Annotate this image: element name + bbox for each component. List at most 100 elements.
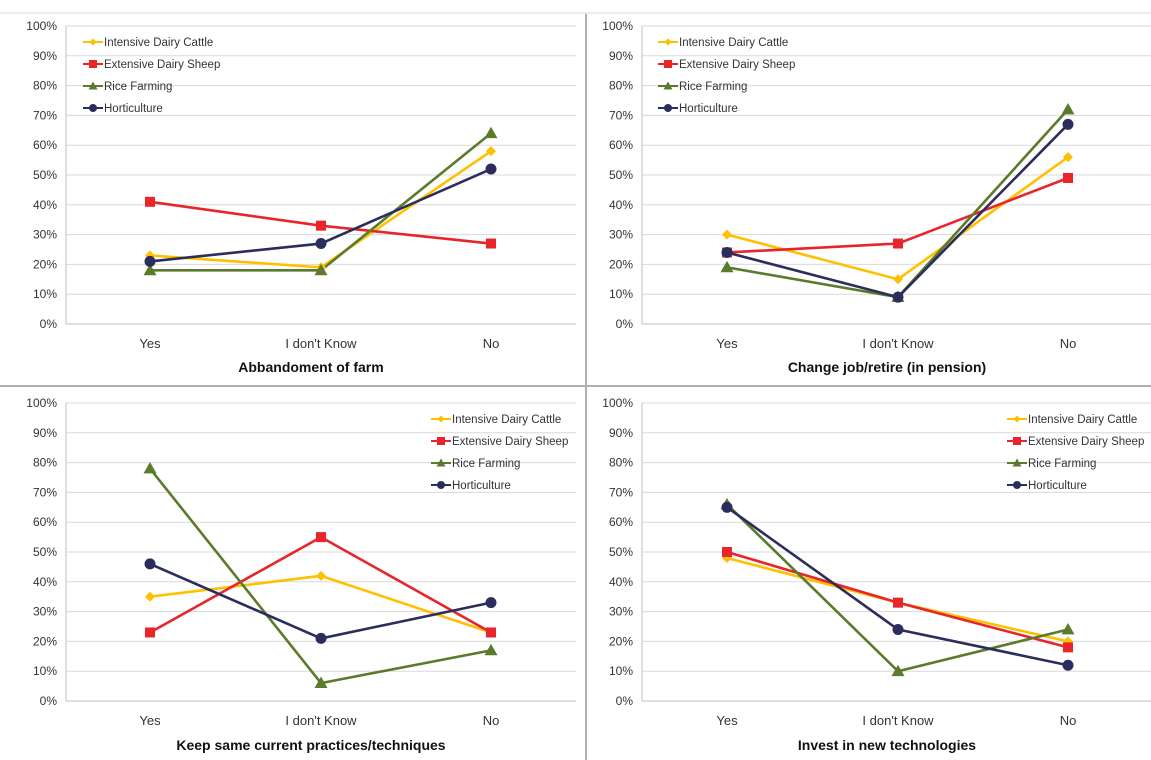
y-tick-label: 60% — [609, 138, 633, 152]
legend-marker-rice-farming — [436, 458, 446, 467]
y-tick-label: 10% — [609, 287, 633, 301]
legend-label-extensive-dairy-sheep: Extensive Dairy Sheep — [1028, 436, 1144, 448]
data-point-extensive-dairy-sheep — [486, 627, 496, 638]
data-point-rice-farming — [484, 126, 498, 139]
x-tick-label: No — [483, 713, 500, 728]
legend-marker-extensive-dairy-sheep — [437, 437, 445, 445]
y-tick-label: 20% — [33, 257, 57, 271]
data-point-extensive-dairy-sheep — [316, 532, 326, 543]
chart-title: Keep same current practices/techniques — [176, 737, 445, 753]
data-point-intensive-dairy-cattle — [145, 591, 155, 602]
legend-marker-rice-farming — [1012, 458, 1022, 467]
data-point-rice-farming — [314, 263, 328, 276]
data-point-intensive-dairy-cattle — [722, 229, 732, 240]
y-tick-label: 30% — [609, 228, 633, 242]
data-point-rice-farming — [891, 664, 905, 677]
legend-marker-intensive-dairy-cattle — [89, 38, 97, 46]
y-tick-label: 90% — [609, 49, 633, 63]
legend-marker-horticulture — [89, 104, 97, 112]
data-point-extensive-dairy-sheep — [316, 220, 326, 231]
x-tick-label: Yes — [139, 336, 161, 351]
data-point-extensive-dairy-sheep — [1063, 642, 1073, 653]
chart-panel-3: 0% 10% 20% 30% 40% 50% 60% 70% 80% 90% 100% Yes I do… — [26, 396, 576, 753]
y-tick-label: 80% — [33, 79, 57, 93]
legend-marker-intensive-dairy-cattle — [1013, 415, 1021, 423]
x-tick-label: I don't Know — [285, 336, 357, 351]
y-tick-label: 20% — [609, 634, 633, 648]
y-tick-label: 50% — [609, 168, 633, 182]
series-line-rice-farming — [725, 503, 1070, 673]
chart-title: Abbandoment of farm — [238, 359, 383, 375]
y-tick-label: 10% — [33, 287, 57, 301]
legend-label-rice-farming: Rice Farming — [1028, 458, 1096, 470]
data-point-extensive-dairy-sheep — [893, 597, 903, 608]
data-point-rice-farming — [143, 263, 157, 276]
y-tick-label: 20% — [609, 257, 633, 271]
x-tick-label: No — [1060, 336, 1077, 351]
data-point-horticulture — [144, 558, 156, 570]
y-tick-label: 60% — [33, 515, 57, 529]
chart-panel-2: 0% 10% 20% 30% 40% 50% 60% 70% 80% 90% 100% Yes I do… — [602, 19, 1151, 375]
legend: Intensive Dairy Cattle Extensive Dairy Sh… — [83, 37, 220, 115]
legend-label-extensive-dairy-sheep: Extensive Dairy Sheep — [452, 436, 568, 448]
y-tick-label: 30% — [33, 605, 57, 619]
data-point-horticulture — [1062, 659, 1074, 671]
legend: Intensive Dairy Cattle Extensive Dairy Sh… — [1007, 414, 1144, 492]
y-tick-label: 90% — [33, 426, 57, 440]
data-point-horticulture — [892, 291, 904, 303]
data-point-extensive-dairy-sheep — [1063, 172, 1073, 183]
legend-label-rice-farming: Rice Farming — [104, 81, 172, 93]
y-tick-label: 100% — [602, 19, 633, 33]
data-point-extensive-dairy-sheep — [486, 238, 496, 249]
legend-label-horticulture: Horticulture — [1028, 480, 1087, 492]
legend-marker-rice-farming — [663, 81, 673, 90]
y-tick-label: 0% — [40, 317, 58, 331]
y-tick-label: 30% — [609, 605, 633, 619]
legend-label-extensive-dairy-sheep: Extensive Dairy Sheep — [679, 59, 795, 71]
y-tick-label: 10% — [609, 664, 633, 678]
chart-title: Invest in new technologies — [798, 737, 976, 753]
y-tick-label: 60% — [33, 138, 57, 152]
data-point-rice-farming — [1061, 102, 1075, 115]
data-point-horticulture — [485, 163, 497, 175]
series-line-extensive-dairy-sheep — [148, 535, 493, 634]
y-tick-label: 80% — [609, 456, 633, 470]
y-tick-label: 100% — [602, 396, 633, 410]
data-point-horticulture — [315, 632, 327, 644]
y-tick-label: 80% — [609, 79, 633, 93]
chart-panel-1: 0% 10% 20% 30% 40% 50% 60% 70% 80% 90% 100% Yes I do… — [26, 19, 576, 375]
legend-label-horticulture: Horticulture — [679, 103, 738, 115]
data-point-rice-farming — [314, 676, 328, 688]
legend-label-intensive-dairy-cattle: Intensive Dairy Cattle — [452, 414, 561, 426]
data-point-horticulture — [892, 623, 904, 635]
legend-marker-intensive-dairy-cattle — [437, 415, 445, 423]
x-tick-label: I don't Know — [285, 713, 357, 728]
y-tick-label: 70% — [33, 108, 57, 122]
legend: Intensive Dairy Cattle Extensive Dairy Sh… — [658, 37, 795, 115]
data-point-extensive-dairy-sheep — [145, 627, 155, 638]
legend-label-extensive-dairy-sheep: Extensive Dairy Sheep — [104, 59, 220, 71]
y-tick-label: 100% — [26, 396, 57, 410]
legend-label-horticulture: Horticulture — [104, 103, 163, 115]
y-tick-label: 0% — [616, 317, 634, 331]
x-tick-label: Yes — [139, 713, 161, 728]
legend-label-intensive-dairy-cattle: Intensive Dairy Cattle — [679, 37, 788, 49]
data-point-extensive-dairy-sheep — [893, 238, 903, 249]
data-point-intensive-dairy-cattle — [486, 146, 496, 157]
y-tick-label: 0% — [616, 694, 634, 708]
data-point-extensive-dairy-sheep — [722, 547, 732, 557]
legend-label-intensive-dairy-cattle: Intensive Dairy Cattle — [1028, 414, 1137, 426]
chart-title: Change job/retire (in pension) — [788, 359, 986, 375]
data-point-extensive-dairy-sheep — [145, 196, 155, 207]
y-tick-label: 40% — [609, 198, 633, 212]
x-tick-label: Yes — [716, 336, 738, 351]
y-tick-label: 60% — [609, 515, 633, 529]
data-point-horticulture — [1062, 118, 1074, 130]
legend-marker-extensive-dairy-sheep — [664, 60, 672, 68]
y-tick-label: 30% — [33, 228, 57, 242]
x-tick-label: No — [1060, 713, 1077, 728]
series-line-horticulture — [725, 123, 1070, 299]
y-tick-label: 90% — [33, 49, 57, 63]
legend-label-rice-farming: Rice Farming — [679, 81, 747, 93]
